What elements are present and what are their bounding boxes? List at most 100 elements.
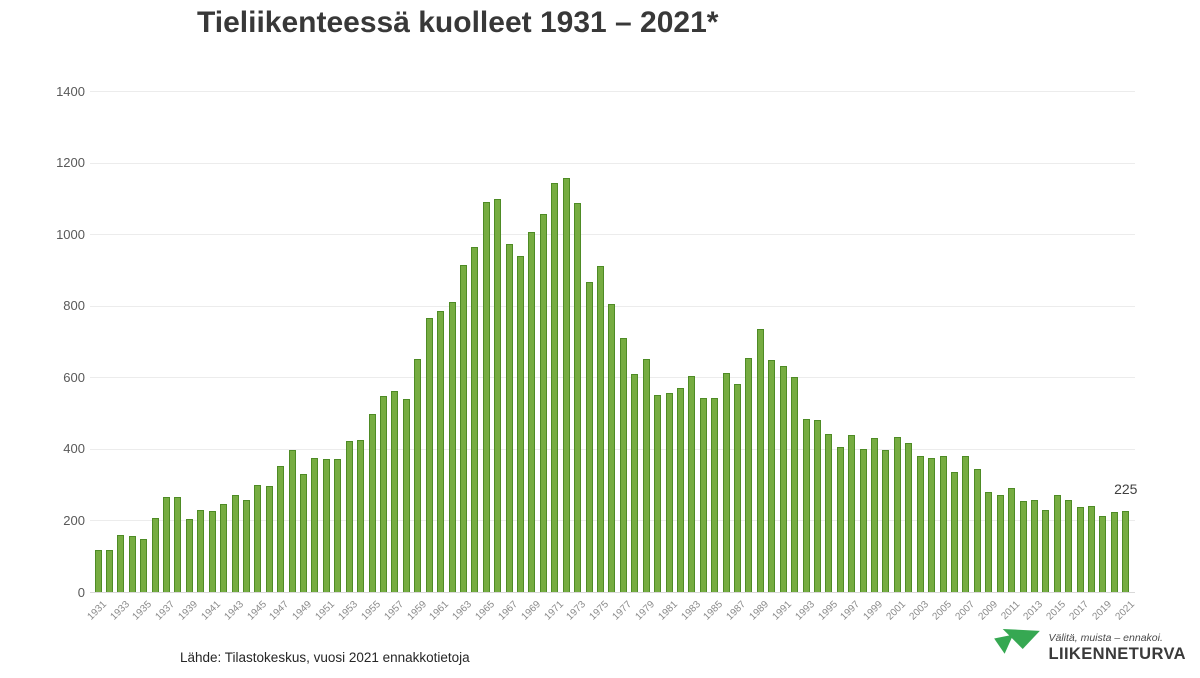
bar-1953	[345, 441, 353, 592]
x-axis-label-1939: 1939	[176, 599, 201, 623]
bar-1948	[288, 449, 296, 592]
bar-1999	[871, 437, 879, 592]
bar-2008	[973, 468, 981, 592]
bar-1933	[117, 534, 125, 592]
bar-1986	[722, 372, 730, 592]
x-axis-label-1995: 1995	[816, 599, 840, 623]
x-axis-label-1971: 1971	[542, 599, 566, 623]
bar-1984	[699, 398, 707, 592]
x-axis-label-1935: 1935	[130, 599, 155, 623]
bar-2016	[1065, 499, 1073, 592]
bar-1965	[482, 201, 490, 592]
bar-2002	[905, 443, 913, 592]
bar-1972	[562, 178, 570, 592]
bar-1964	[471, 247, 479, 592]
bar-1961	[437, 310, 445, 592]
y-axis-label-1200: 1200	[56, 155, 85, 171]
bar-1946	[265, 486, 273, 592]
bar-1935	[140, 539, 148, 592]
x-axis-label-1931: 1931	[85, 599, 109, 623]
bar-1950	[311, 457, 319, 592]
bar-1969	[528, 231, 536, 592]
x-axis-label-2005: 2005	[930, 599, 954, 623]
bar-2009	[985, 492, 993, 592]
bar-2001	[893, 437, 901, 592]
bar-1995	[825, 434, 833, 592]
bar-1990	[768, 359, 776, 592]
bar-1976	[608, 304, 616, 592]
bar-1963	[459, 265, 467, 592]
bar-1936	[151, 517, 159, 592]
y-axis-label-1000: 1000	[56, 226, 85, 242]
bar-1954	[357, 439, 365, 592]
y-axis-label-0: 0	[77, 584, 85, 600]
bar-1940	[197, 510, 205, 592]
value-label-2021: 225	[1114, 481, 1138, 497]
bar-1957	[391, 390, 399, 592]
bar-1955	[368, 413, 376, 592]
liikenneturva-logo: Välitä, muista – ennakoi. LIIKENNETURVA	[993, 628, 1186, 668]
bar-1991	[779, 365, 787, 592]
bar-1994	[813, 420, 821, 592]
bar-1975	[596, 266, 604, 592]
bar-2014	[1042, 510, 1050, 592]
bar-2018	[1088, 506, 1096, 592]
bar-1944	[242, 500, 250, 592]
x-axis-label-2009: 2009	[976, 599, 1000, 623]
x-axis-label-1959: 1959	[405, 599, 429, 623]
source-note: Lähde: Tilastokeskus, vuosi 2021 ennakko…	[180, 650, 470, 665]
x-axis-label-1975: 1975	[587, 599, 612, 623]
bar-1980	[654, 394, 662, 592]
x-axis-label-2015: 2015	[1044, 599, 1069, 623]
chart-title: Tieliikenteessä kuolleet 1931 – 2021*	[197, 6, 719, 39]
bar-1931	[94, 549, 102, 592]
bar-1959	[414, 359, 422, 592]
bar-1947	[277, 466, 285, 592]
bar-2020	[1110, 512, 1118, 592]
x-axis-label-1949: 1949	[290, 599, 315, 623]
bar-2013	[1030, 499, 1038, 592]
bar-1945	[254, 484, 262, 592]
x-axis-label-2017: 2017	[1067, 599, 1091, 623]
x-axis-label-1977: 1977	[610, 599, 635, 623]
x-axis-label-1985: 1985	[701, 599, 726, 623]
x-axis-line	[90, 592, 1135, 593]
bar-1956	[380, 395, 387, 592]
bar-1966	[494, 199, 502, 592]
x-axis-label-1933: 1933	[108, 599, 132, 623]
x-axis-label-1943: 1943	[222, 599, 246, 623]
bar-2019	[1099, 516, 1107, 592]
x-axis-label-1989: 1989	[747, 599, 772, 623]
bar-2000	[882, 450, 890, 592]
bar-1981	[665, 393, 673, 592]
logo-emblem-icon	[994, 628, 1041, 654]
bar-1939	[185, 518, 193, 592]
x-axis-label-1955: 1955	[359, 599, 383, 623]
bar-1982	[676, 388, 684, 592]
bar-1958	[402, 398, 410, 592]
bar-2011	[1008, 487, 1016, 592]
bar-1967	[505, 243, 513, 592]
bar-1989	[756, 329, 764, 592]
x-axis-label-1969: 1969	[519, 599, 543, 623]
x-axis-label-2021: 2021	[1113, 599, 1137, 623]
x-axis-label-1997: 1997	[839, 599, 863, 623]
bar-2017	[1076, 506, 1084, 592]
bar-1937	[163, 496, 171, 592]
x-axis-label-2013: 2013	[1021, 599, 1046, 623]
bar-1949	[300, 473, 308, 592]
x-axis-label-1983: 1983	[679, 599, 703, 623]
bar-1992	[791, 376, 799, 592]
bar-1952	[334, 458, 342, 592]
bar-2010	[996, 494, 1004, 592]
bar-1979	[642, 359, 650, 592]
x-axis-label-1951: 1951	[313, 599, 338, 623]
bar-2007	[962, 456, 970, 592]
bar-1941	[208, 511, 216, 592]
x-axis-label-2003: 2003	[907, 599, 932, 623]
x-axis-label-1953: 1953	[336, 599, 361, 623]
bar-1960	[425, 318, 433, 592]
x-axis-label-1973: 1973	[564, 599, 589, 623]
bar-1977	[619, 338, 627, 592]
